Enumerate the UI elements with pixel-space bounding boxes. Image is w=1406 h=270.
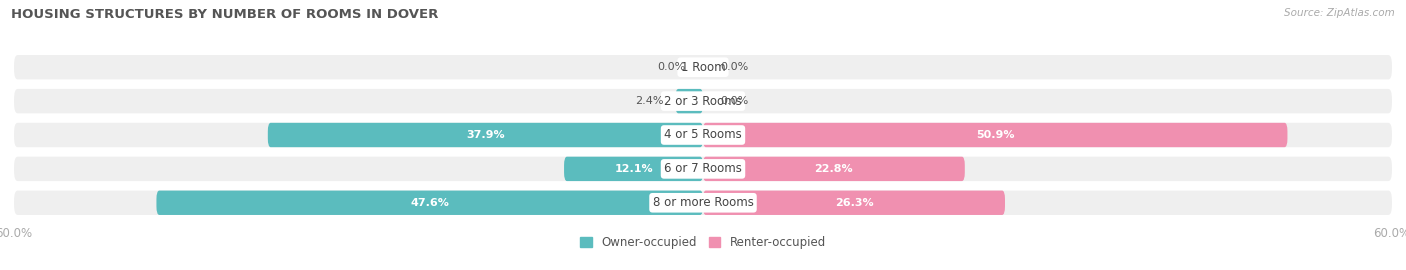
- Text: 0.0%: 0.0%: [720, 96, 748, 106]
- Text: 12.1%: 12.1%: [614, 164, 652, 174]
- Text: 37.9%: 37.9%: [467, 130, 505, 140]
- FancyBboxPatch shape: [14, 55, 1392, 79]
- FancyBboxPatch shape: [14, 157, 1392, 181]
- Text: 2 or 3 Rooms: 2 or 3 Rooms: [664, 94, 742, 108]
- FancyBboxPatch shape: [14, 89, 1392, 113]
- Text: 6 or 7 Rooms: 6 or 7 Rooms: [664, 162, 742, 176]
- Text: 22.8%: 22.8%: [814, 164, 853, 174]
- Text: 0.0%: 0.0%: [720, 62, 748, 72]
- FancyBboxPatch shape: [156, 191, 703, 215]
- FancyBboxPatch shape: [703, 123, 1288, 147]
- Text: 2.4%: 2.4%: [636, 96, 664, 106]
- Text: 47.6%: 47.6%: [411, 198, 449, 208]
- FancyBboxPatch shape: [564, 157, 703, 181]
- FancyBboxPatch shape: [703, 157, 965, 181]
- Text: 50.9%: 50.9%: [976, 130, 1015, 140]
- Text: 8 or more Rooms: 8 or more Rooms: [652, 196, 754, 209]
- Legend: Owner-occupied, Renter-occupied: Owner-occupied, Renter-occupied: [575, 231, 831, 254]
- FancyBboxPatch shape: [14, 123, 1392, 147]
- FancyBboxPatch shape: [14, 191, 1392, 215]
- Text: Source: ZipAtlas.com: Source: ZipAtlas.com: [1284, 8, 1395, 18]
- FancyBboxPatch shape: [703, 191, 1005, 215]
- Text: 4 or 5 Rooms: 4 or 5 Rooms: [664, 129, 742, 141]
- Text: 0.0%: 0.0%: [658, 62, 686, 72]
- FancyBboxPatch shape: [267, 123, 703, 147]
- FancyBboxPatch shape: [675, 89, 703, 113]
- Text: 26.3%: 26.3%: [835, 198, 873, 208]
- Text: 1 Room: 1 Room: [681, 61, 725, 74]
- Text: HOUSING STRUCTURES BY NUMBER OF ROOMS IN DOVER: HOUSING STRUCTURES BY NUMBER OF ROOMS IN…: [11, 8, 439, 21]
